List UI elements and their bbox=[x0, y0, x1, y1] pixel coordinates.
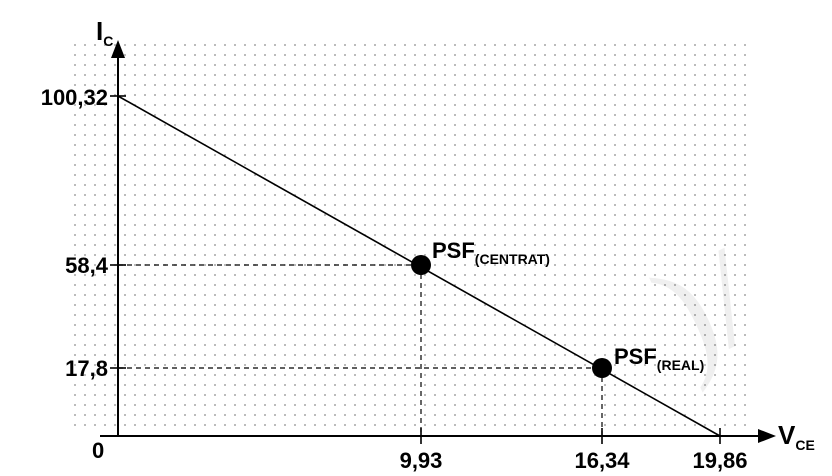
y-label-100-32: 100,32 bbox=[41, 85, 108, 110]
x-label-16-34: 16,34 bbox=[574, 448, 630, 473]
label-psf-centrat: PSF(CENTRAT) bbox=[432, 238, 550, 267]
x-axis-title: VCE bbox=[778, 420, 815, 453]
x-label-19-86: 19,86 bbox=[692, 448, 747, 473]
dot-grid bbox=[68, 40, 748, 432]
y-axis-title: IC bbox=[96, 16, 113, 49]
y-axis-arrow bbox=[111, 40, 125, 58]
y-label-17-8: 17,8 bbox=[65, 356, 108, 381]
y-label-58-4: 58,4 bbox=[65, 253, 109, 278]
point-psf-centrat bbox=[411, 255, 431, 275]
x-axis-arrow bbox=[758, 429, 776, 443]
label-psf-real: PSF(REAL) bbox=[614, 344, 704, 373]
point-psf-real bbox=[592, 358, 612, 378]
origin-label: 0 bbox=[92, 438, 104, 463]
x-label-9-93: 9,93 bbox=[400, 448, 443, 473]
